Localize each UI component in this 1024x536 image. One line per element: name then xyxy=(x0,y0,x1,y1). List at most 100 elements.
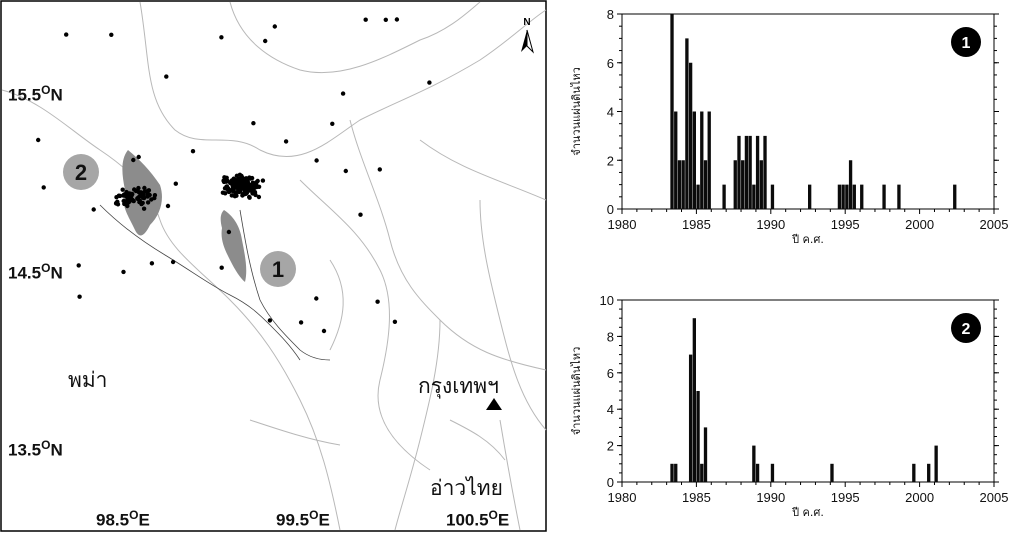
border-river xyxy=(99,204,331,361)
epicenter-dot xyxy=(36,137,41,143)
border-line xyxy=(139,1,547,158)
epicenter-dot xyxy=(138,190,143,195)
plot-area-1: 1980 1985 1990 1995 2000 2005 0 2 4 6 8 ปี ค.ศ. จำนว… xyxy=(570,7,1008,246)
histogram-bar xyxy=(770,184,775,210)
epicenter-dot xyxy=(124,189,129,195)
lon-label-99-5: 99.5OE xyxy=(276,508,330,530)
histogram-bar xyxy=(703,427,708,482)
x-tick-label: 1995 xyxy=(831,490,860,505)
x-tick-label: 1995 xyxy=(831,217,860,232)
epicenter-dot xyxy=(394,17,400,22)
x-axis-title: ปี ค.ศ. xyxy=(791,506,824,519)
y-axis-title: จำนวนแผ่นดินไหว xyxy=(570,347,583,436)
histogram-bar xyxy=(912,463,916,482)
marker-1-label: 1 xyxy=(272,257,284,282)
epicenter-dot xyxy=(260,178,266,183)
histogram-bar xyxy=(685,38,689,210)
plot-frame xyxy=(621,13,995,210)
histogram-bar xyxy=(748,135,752,210)
map-panel: N 2 1 15.5ON 14.5ON 13.5ON 98.5OE 99.5OE… xyxy=(0,0,547,532)
marker-1-circle xyxy=(260,251,296,287)
histogram-bar xyxy=(752,184,756,210)
histogram-bar xyxy=(763,135,767,210)
place-myanmar: พม่า xyxy=(68,368,108,392)
place-bangkok: กรุงเทพฯ xyxy=(418,374,499,398)
histogram-bar xyxy=(759,160,763,209)
epicenter-dot xyxy=(131,157,136,163)
epicenter-dot xyxy=(117,193,123,199)
histogram-bar xyxy=(755,135,760,210)
y-tick-label: 4 xyxy=(607,402,614,417)
histogram-bar xyxy=(692,318,696,482)
epicenter-dot xyxy=(91,207,96,212)
marker-2-circle xyxy=(63,154,99,190)
histogram-bar xyxy=(696,391,700,482)
chart-badge-label: 2 xyxy=(962,321,971,338)
epicenter-dot xyxy=(221,179,227,185)
epicenter-dot xyxy=(113,201,119,206)
epicenter-dot xyxy=(314,158,319,163)
histogram-bar xyxy=(744,135,749,210)
epicenter-dot xyxy=(340,91,346,96)
epicenter-dot xyxy=(137,199,142,205)
histogram-bar xyxy=(688,354,693,482)
epicenter-dot xyxy=(321,328,327,334)
y-tick-label: 0 xyxy=(607,202,614,217)
epicenter-dot xyxy=(41,185,46,190)
border-line xyxy=(419,139,547,201)
epicenter-dot xyxy=(358,212,363,217)
histogram-bar xyxy=(953,184,957,210)
histogram-bar xyxy=(674,463,678,482)
histogram-bar xyxy=(696,184,700,210)
epicenter-dot xyxy=(129,192,135,197)
border-line xyxy=(394,319,441,531)
epicenter-dot xyxy=(224,186,229,191)
epicenter-dot xyxy=(234,173,240,178)
epicenter-dot xyxy=(77,294,82,299)
plot-area-2: 1980 1985 1990 1995 2000 2005 0 2 4 6 8 10 ปี ค.ศ. จำ… xyxy=(570,293,1008,519)
epicenter-dot xyxy=(136,154,141,160)
epicenter-dot xyxy=(251,121,256,126)
epicenter-dot xyxy=(140,200,145,206)
histogram-bar xyxy=(670,14,674,209)
x-tick-label: 1980 xyxy=(608,490,637,505)
histogram-bar xyxy=(677,160,682,209)
y-tick-label: 0 xyxy=(607,475,614,490)
histogram-bar xyxy=(848,160,853,209)
epicenter-dot xyxy=(233,185,239,190)
histogram-bar xyxy=(741,160,745,209)
epicenter-dot xyxy=(263,38,268,44)
y-tick-label: 8 xyxy=(607,329,614,344)
epicenter-dot xyxy=(142,189,147,194)
epicenter-dot xyxy=(220,190,226,195)
y-tick-label: 6 xyxy=(607,366,614,381)
province-borders xyxy=(1,1,547,531)
epicenter-dot xyxy=(377,167,382,172)
histogram-bar xyxy=(681,160,685,209)
epicenter-dot xyxy=(343,168,348,174)
epicenter-dot xyxy=(142,185,147,191)
epicenter-dot xyxy=(121,269,126,275)
epicenter-dot xyxy=(249,175,255,181)
histogram-bar xyxy=(770,463,775,482)
epicenter-dot xyxy=(283,139,289,144)
epicenter-dot xyxy=(255,178,260,184)
y-axis-title: จำนวนแผ่นดินไหว xyxy=(570,67,583,156)
epicenter-dot xyxy=(298,320,304,325)
epicenter-dot xyxy=(76,263,81,268)
epicenter-dot xyxy=(240,193,245,198)
border-line xyxy=(499,419,521,531)
histogram-bar xyxy=(927,463,931,482)
border-line xyxy=(329,259,344,351)
x-axis-title: ปี ค.ศ. xyxy=(791,233,824,246)
epicenter-dot xyxy=(363,17,368,22)
epicenter-dot xyxy=(170,259,176,265)
epicenter-dot xyxy=(242,185,247,190)
y-tick-label: 10 xyxy=(600,293,614,308)
epicenter-dot xyxy=(242,189,247,194)
epicenter-dot xyxy=(63,32,69,37)
epicenter-dot xyxy=(254,183,260,189)
histogram-bar xyxy=(688,62,693,209)
histogram-bar xyxy=(703,160,708,209)
epicenter-dot xyxy=(109,32,114,37)
